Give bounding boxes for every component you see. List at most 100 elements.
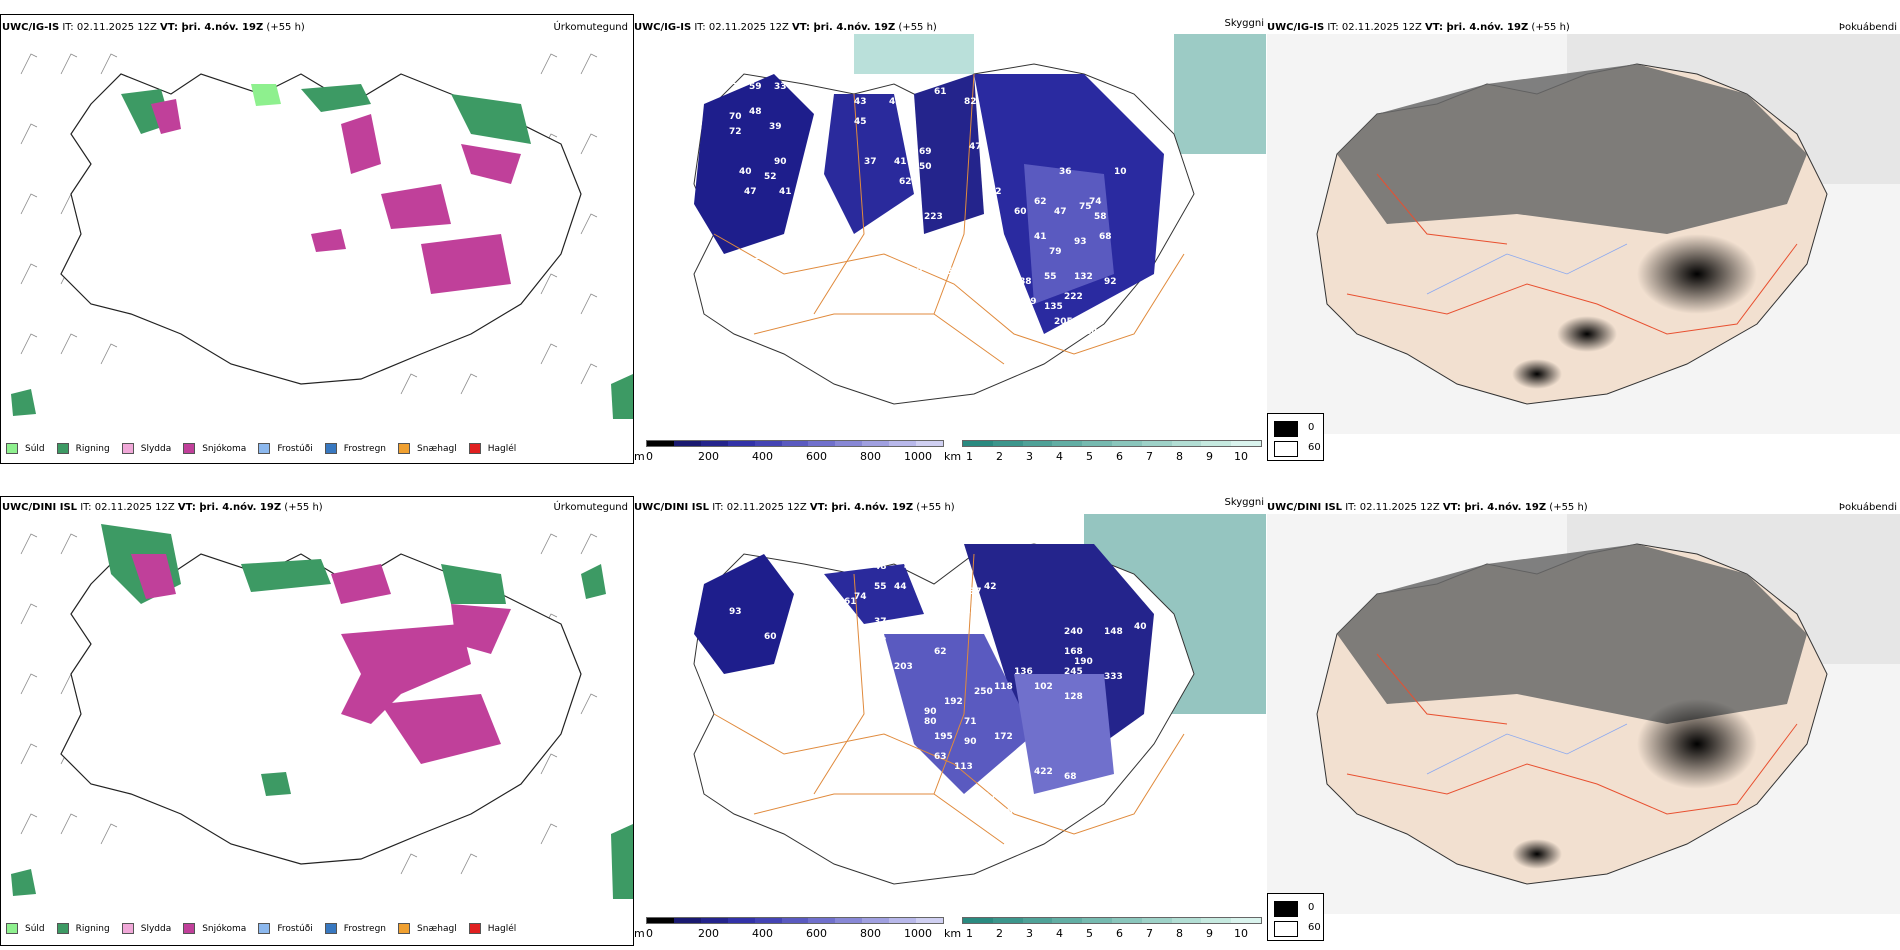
legend-swatch (56, 923, 69, 934)
precip-legend-row1: Súld Rigning Slydda Snjókoma Frostúði Fr… (6, 443, 528, 454)
init-time: IT: 02.11.2025 12Z (709, 502, 810, 513)
legend-item-snjokoma: Snjókoma (183, 923, 246, 934)
legend-item-snjokoma: Snjókoma (183, 443, 246, 454)
visibility-value-label: 61 (934, 87, 947, 97)
visibility-colorbar-row1: km 1 2 3 4 5 6 7 8 9 10 (944, 440, 1266, 464)
fog-legend-low-swatch (1274, 921, 1298, 937)
legend-item-frostudi: Frostúði (258, 923, 313, 934)
visibility-value-label: 72 (989, 187, 1002, 197)
visibility-value-label: 250 (974, 687, 993, 697)
visibility-value-label: 41 (1034, 232, 1047, 242)
visibility-value-label: 205 (1054, 317, 1073, 327)
visibility-value-label: 181 (1034, 807, 1053, 817)
precip-patches (11, 84, 633, 419)
lead-time: (+55 h) (913, 502, 955, 513)
visibility-value-label: 33 (774, 547, 787, 557)
visibility-value-label: 74 (1089, 197, 1102, 207)
precip-title-row1: Úrkomutegund (553, 22, 628, 33)
height-colorbar-row1: m 0 200 400 600 800 1000 (634, 440, 944, 464)
visibility-value-label: 190 (1074, 657, 1093, 667)
legend-item-frostregn: Frostregn (324, 923, 386, 934)
visibility-value-label: 240 (1064, 627, 1083, 637)
visibility-value-label: 118 (994, 682, 1013, 692)
visibility-value-label: 115 (904, 757, 923, 767)
legend-swatch (398, 443, 411, 454)
visibility-value-label: 62 (899, 177, 912, 187)
visibility-value-label: 70 (729, 112, 742, 122)
fog-title-row2: Þokuábendi (1838, 502, 1897, 513)
valid-time: VT: þri. 4.nóv. 19Z (1442, 502, 1547, 513)
precip-patches (11, 524, 633, 899)
visibility-value-label: 85 (964, 267, 977, 277)
precip-title-row2: Úrkomutegund (553, 502, 628, 513)
colorbar-unit: km (944, 450, 962, 463)
visibility-value-label: 192 (944, 697, 963, 707)
colorbar-cells (962, 917, 1262, 924)
legend-item-haglel: Haglél (468, 443, 516, 454)
visibility-value-label: 68 (1099, 232, 1112, 242)
visibility-value-label: 37 (864, 157, 877, 167)
visibility-value-label: 245 (1064, 667, 1083, 677)
visibility-value-label: 108 (814, 257, 833, 267)
visibility-value-label: 112 (904, 267, 923, 277)
legend-swatch (183, 923, 196, 934)
precip-map-row1[interactable] (1, 34, 633, 424)
visibility-value-label: 305 (1014, 782, 1033, 792)
fog-legend-high-swatch (1274, 421, 1298, 437)
visibility-value-label: 48 (874, 562, 887, 572)
visibility-value-label: 59 (1024, 297, 1037, 307)
init-time: IT: 02.11.2025 12Z (59, 22, 161, 33)
sky-header-row2: UWC/DINI ISL IT: 02.11.2025 12Z VT: þri.… (634, 502, 955, 514)
legend-swatch (324, 443, 337, 454)
legend-item-rigning: Rigning (56, 923, 110, 934)
valid-time: VT: þri. 4.nóv. 19Z (792, 22, 896, 33)
fog-index-map-row2[interactable] (1267, 514, 1900, 914)
fog-legend-row1: 0 60 (1267, 413, 1324, 461)
visibility-value-label: 92 (1104, 277, 1117, 287)
visibility-value-label: 88 (1019, 277, 1032, 287)
visibility-value-label: 178 (1004, 762, 1023, 772)
visibility-value-label: 88 (784, 652, 797, 662)
visibility-value-label: 40 (1134, 622, 1147, 632)
valid-time: VT: þri. 4.nóv. 19Z (160, 22, 264, 33)
init-time: IT: 02.11.2025 12Z (691, 22, 793, 33)
visibility-value-label: 37 (969, 587, 982, 597)
visibility-value-label: 44 (894, 582, 907, 592)
legend-swatch (258, 923, 271, 934)
colorbar-cells (646, 917, 944, 924)
visibility-value-label: 60 (764, 632, 777, 642)
visibility-value-label: 43 (854, 97, 867, 107)
legend-item-haglel: Haglél (468, 923, 516, 934)
lead-time: (+55 h) (281, 502, 323, 513)
visibility-value-label: 50 (919, 162, 932, 172)
init-time: IT: 02.11.2025 12Z (77, 502, 178, 513)
visibility-value-label: 45 (854, 117, 867, 127)
precip-map-row2[interactable] (1, 514, 633, 904)
legend-item-frostregn: Frostregn (324, 443, 386, 454)
visibility-value-label: 39 (769, 122, 782, 132)
visibility-value-label: 80 (924, 717, 937, 727)
colorbar-unit: m (634, 450, 645, 463)
visibility-value-label: 45 (904, 562, 917, 572)
visibility-value-label: 60 (1014, 207, 1027, 217)
visibility-value-label: 62 (1034, 197, 1047, 207)
visibility-value-label: 41 (779, 187, 792, 197)
sky-header-row1: UWC/IG-IS IT: 02.11.2025 12Z VT: þri. 4.… (634, 22, 937, 34)
visibility-value-label: 47 (744, 187, 757, 197)
visibility-value-label: 422 (1034, 767, 1053, 777)
colorbar-cells (646, 440, 944, 447)
visibility-value-label: 33 (774, 82, 787, 92)
visibility-value-label: 90 (774, 157, 787, 167)
visibility-value-label: 58 (764, 57, 777, 67)
visibility-map-row1[interactable]: 58 61 59 33 70 48 39 72 45 43 43 61 90 52 82 47 40 41 47 37… (634, 34, 1266, 434)
visibility-value-label: 10 (1114, 167, 1127, 177)
fog-index-map-row1[interactable] (1267, 34, 1900, 434)
model-name: UWC/IG-IS (1267, 22, 1325, 33)
visibility-value-label: 07 (874, 637, 887, 647)
colorbar-unit: m (634, 927, 645, 940)
visibility-colorbar-row2: km 1 2 3 4 5 6 7 8 9 10 (944, 917, 1266, 941)
fog-legend-high-swatch (1274, 901, 1298, 917)
visibility-value-label: 75 (1079, 202, 1092, 212)
